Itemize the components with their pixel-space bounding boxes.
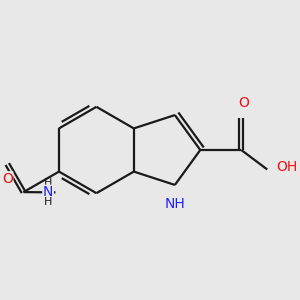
- Text: OH: OH: [277, 160, 298, 174]
- Text: H: H: [44, 178, 52, 188]
- Text: H: H: [44, 197, 52, 207]
- Text: N: N: [43, 185, 53, 200]
- Text: O: O: [2, 172, 13, 186]
- Text: NH: NH: [164, 197, 185, 211]
- Text: O: O: [238, 96, 249, 110]
